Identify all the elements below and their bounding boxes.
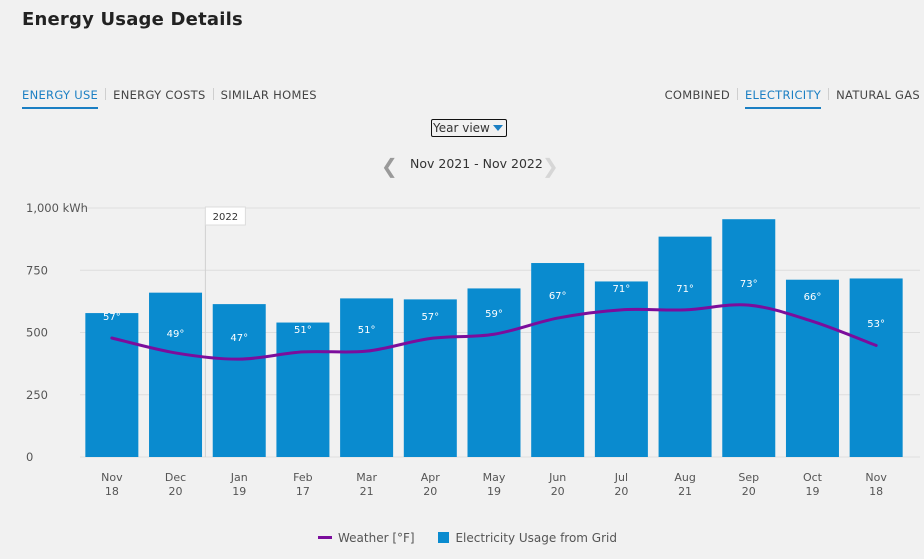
temperature-label: 51° [294, 325, 312, 336]
bar [212, 304, 266, 457]
x-tick-day: 21 [678, 485, 692, 498]
temperature-label: 66° [804, 292, 822, 303]
bar [785, 279, 839, 457]
x-tick-day: 18 [105, 485, 119, 498]
bar [849, 278, 903, 457]
legend-electricity-label: Electricity Usage from Grid [455, 531, 617, 545]
legend-line-swatch [318, 536, 332, 539]
x-tick-month: Jan [230, 471, 248, 484]
chevron-down-icon [493, 125, 503, 131]
temperature-label: 47° [230, 333, 248, 344]
temperature-label: 49° [167, 329, 185, 340]
temperature-label: 71° [676, 284, 694, 295]
tab-energy-use[interactable]: ENERGY USE [22, 88, 99, 109]
x-tick-month: Jul [614, 471, 628, 484]
temperature-label: 51° [358, 325, 376, 336]
x-tick-month: May [483, 471, 506, 484]
tab-combined[interactable]: COMBINED [664, 88, 730, 102]
weather-line [110, 303, 878, 361]
tab-divider [736, 88, 738, 100]
tab-divider [212, 88, 214, 100]
page-title: Energy Usage Details [22, 9, 243, 30]
y-tick-label: 1,000 kWh [26, 201, 88, 215]
legend-electricity[interactable]: Electricity Usage from Grid [438, 531, 617, 545]
bar [722, 219, 776, 457]
x-tick-month: Sep [738, 471, 759, 484]
x-tick-month: Mar [356, 471, 377, 484]
temperature-label: 71° [613, 284, 631, 295]
chevron-right-icon[interactable]: ❯ [542, 154, 559, 178]
bar [594, 281, 648, 457]
temperature-label: 73° [740, 279, 758, 290]
x-tick-month: Nov [101, 471, 123, 484]
x-tick-day: 18 [869, 485, 883, 498]
x-tick-day: 20 [423, 485, 437, 498]
x-tick-day: 19 [805, 485, 819, 498]
view-select-value: Year view [433, 121, 490, 135]
y-tick-label: 750 [26, 263, 48, 277]
legend-weather[interactable]: Weather [°F] [318, 531, 415, 545]
x-tick-day: 20 [614, 485, 628, 498]
year-marker-label: 2022 [213, 212, 238, 223]
temperature-label: 59° [485, 309, 503, 320]
y-tick-label: 0 [26, 450, 33, 464]
year-marker-box [204, 206, 246, 226]
temperature-label: 67° [549, 291, 567, 302]
x-tick-day: 20 [169, 485, 183, 498]
x-tick-day: 19 [487, 485, 501, 498]
x-tick-day: 19 [232, 485, 246, 498]
temperature-label: 53° [867, 319, 885, 330]
tab-energy-costs[interactable]: ENERGY COSTS [113, 88, 206, 102]
bar [467, 288, 521, 457]
temperature-label: 57° [103, 312, 121, 323]
chevron-left-icon[interactable]: ❮ [381, 154, 398, 178]
x-tick-month: Apr [421, 471, 441, 484]
tab-similar-homes[interactable]: SIMILAR HOMES [220, 88, 317, 102]
x-tick-month: Dec [165, 471, 186, 484]
x-tick-day: 21 [360, 485, 374, 498]
tab-divider [105, 88, 107, 100]
x-tick-day: 17 [296, 485, 310, 498]
x-tick-month: Aug [674, 471, 695, 484]
bar [276, 322, 330, 457]
bar [531, 263, 585, 457]
tab-divider [828, 88, 830, 100]
x-tick-month: Oct [803, 471, 823, 484]
tab-electricity[interactable]: ELECTRICITY [744, 88, 822, 109]
chart-legend: Weather [°F] Electricity Usage from Grid [318, 531, 637, 545]
tab-natural-gas[interactable]: NATURAL GAS [836, 88, 920, 102]
bar [403, 299, 457, 457]
y-tick-label: 500 [26, 326, 48, 340]
fuel-tabs: COMBINED ELECTRICITY NATURAL GAS [665, 88, 920, 109]
x-tick-day: 20 [742, 485, 756, 498]
bar [149, 292, 203, 457]
metric-tabs: ENERGY USE ENERGY COSTS SIMILAR HOMES [22, 88, 317, 109]
x-tick-month: Nov [865, 471, 887, 484]
legend-bar-swatch [438, 532, 450, 543]
view-select[interactable]: Year view [431, 119, 507, 137]
bar [340, 298, 394, 457]
bar [658, 236, 712, 457]
x-tick-month: Jun [548, 471, 566, 484]
bar [85, 313, 139, 457]
x-tick-month: Feb [293, 471, 312, 484]
usage-chart: 0 250 500 750 1,000 kWh 2022 57° 49° 47° 51° 51° 57… [26, 201, 920, 498]
legend-weather-label: Weather [°F] [338, 531, 415, 545]
x-tick-day: 20 [551, 485, 565, 498]
temperature-label: 57° [421, 312, 439, 323]
y-tick-label: 250 [26, 388, 48, 402]
date-range: Nov 2021 - Nov 2022 [410, 156, 543, 171]
